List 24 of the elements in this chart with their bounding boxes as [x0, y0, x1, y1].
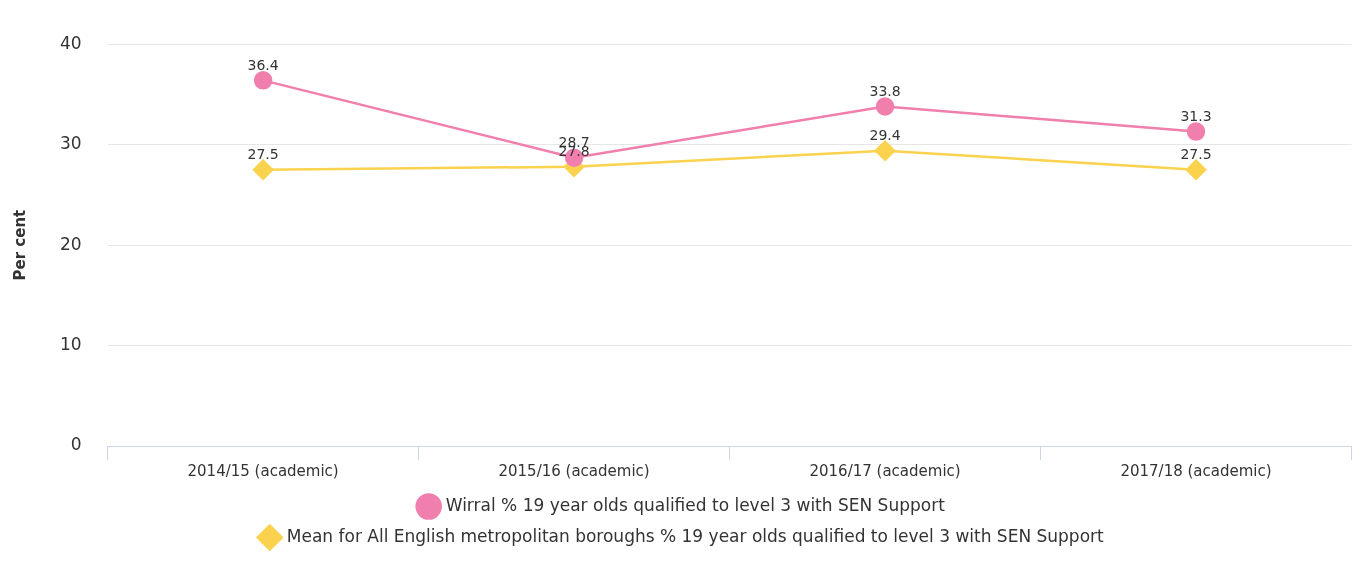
- y-tick-label: 10: [59, 333, 82, 354]
- y-tick-label: 40: [59, 32, 82, 53]
- point: [253, 71, 273, 90]
- y-tick-label: 20: [59, 233, 82, 254]
- x-tick-label: 2017/18 (academic): [1120, 461, 1272, 480]
- point: [874, 140, 896, 161]
- point: [252, 159, 274, 181]
- data-label: 36.4: [247, 57, 279, 73]
- y-axis-title: Per cent: [10, 209, 29, 281]
- data-label: 27.5: [247, 146, 279, 163]
- point: [1185, 159, 1207, 181]
- data-label: 29.4: [869, 127, 901, 144]
- y-tick-label: 0: [70, 434, 82, 455]
- data-label: 31.3: [1180, 108, 1212, 125]
- x-tick-label: 2016/17 (academic): [809, 461, 961, 480]
- legend-label: Wirral % 19 year olds qualified to level 3 with SEN Support: [445, 494, 946, 515]
- point: [875, 97, 895, 116]
- legend-label: Mean for All English metropolitan boroughs % 19 year olds qualified to level 3 with SEN Support: [286, 525, 1105, 546]
- data-label: 27.5: [1180, 146, 1212, 163]
- x-tick-label: 2014/15 (academic): [187, 461, 339, 480]
- data-label: 33.8: [869, 83, 901, 100]
- x-tick-label: 2015/16 (academic): [498, 461, 650, 480]
- point: [1186, 122, 1206, 141]
- y-tick-label: 30: [59, 133, 82, 154]
